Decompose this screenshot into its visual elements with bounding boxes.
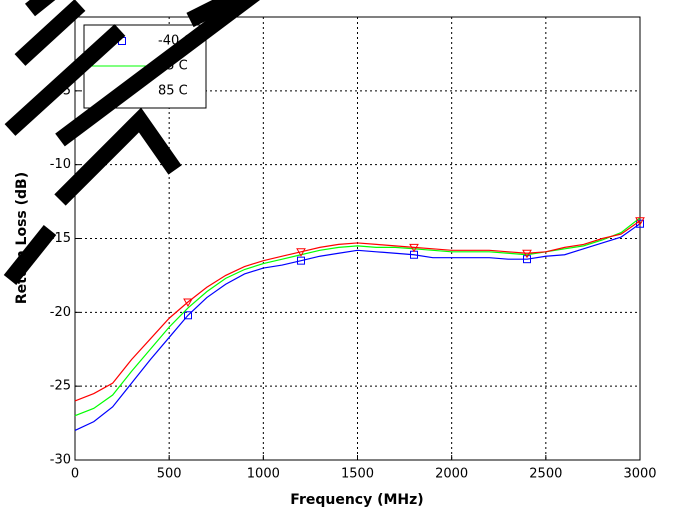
y-tick-label: -20 (50, 305, 71, 320)
x-tick-label: 3000 (623, 467, 656, 482)
x-tick-label: 0 (71, 467, 79, 482)
y-tick-label: -10 (50, 157, 71, 172)
series-line (74, 223, 641, 432)
x-tick-label: 1500 (341, 467, 374, 482)
series-line (74, 220, 641, 402)
x-tick-label: 2000 (435, 467, 468, 482)
legend-label: 85 C (158, 84, 188, 99)
marker (522, 249, 532, 259)
watermark (3, 0, 260, 285)
marker (635, 217, 645, 226)
marker (183, 298, 193, 308)
y-tick-label: -25 (50, 379, 71, 394)
x-tick-label: 1000 (247, 467, 280, 482)
x-axis-label: Frequency (MHz) (290, 492, 423, 508)
x-tick-label: 500 (157, 467, 182, 482)
marker (184, 311, 192, 320)
marker (523, 255, 531, 264)
y-tick-label: -30 (50, 453, 71, 468)
marker (297, 256, 305, 265)
marker (296, 248, 306, 257)
marker (409, 243, 419, 253)
x-tick-label: 2500 (529, 467, 562, 482)
